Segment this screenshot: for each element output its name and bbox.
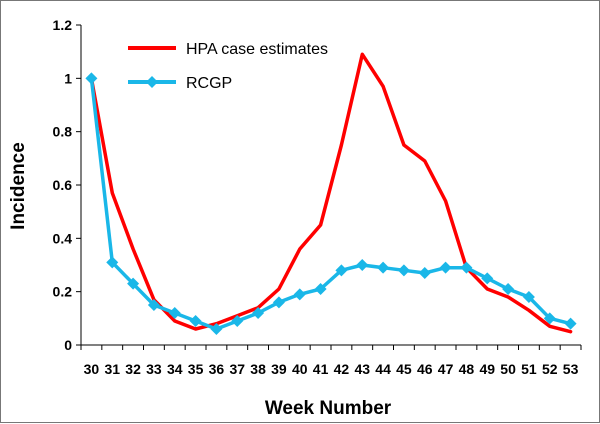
x-tick-label: 48: [459, 361, 475, 377]
data-point-rcgp: [231, 315, 244, 327]
data-point-rcgp: [272, 296, 285, 309]
data-point-rcgp: [189, 315, 202, 327]
data-point-rcgp: [564, 317, 577, 330]
x-tick-label: 50: [500, 361, 516, 377]
x-tick-label: 39: [271, 361, 287, 377]
data-point-rcgp: [502, 283, 515, 295]
x-tick-label: 40: [292, 361, 308, 377]
x-tick-label: 43: [354, 361, 370, 377]
x-tick-label: 46: [417, 361, 433, 377]
x-tick-label: 52: [542, 361, 558, 377]
x-tick-label: 32: [125, 361, 141, 377]
data-point-rcgp: [127, 277, 140, 290]
data-point-rcgp: [293, 288, 306, 301]
x-tick-label: 38: [250, 361, 266, 377]
legend-label-hpa: HPA case estimates: [186, 41, 328, 58]
data-point-rcgp: [210, 323, 223, 335]
series-line-rcgp: [89, 76, 573, 331]
x-tick-label: 33: [146, 361, 162, 377]
x-tick-label: 37: [229, 361, 245, 377]
series-line-hpa: [89, 52, 573, 334]
y-tick-label: 1.2: [53, 17, 73, 33]
x-tick-label: 49: [479, 361, 495, 377]
x-tick-label: 47: [438, 361, 454, 377]
x-tick-label: 34: [167, 361, 183, 377]
x-tick-label: 30: [84, 361, 100, 377]
x-tick-label: 35: [188, 361, 204, 377]
series-layer: [85, 52, 577, 335]
data-point-rcgp: [356, 259, 369, 271]
y-tick-label: 0.8: [53, 124, 73, 140]
axes: [76, 24, 582, 350]
x-tick-label: 42: [334, 361, 350, 377]
data-point-rcgp: [418, 267, 431, 279]
data-point-rcgp: [439, 261, 452, 274]
y-axis-title: Incidence: [8, 142, 29, 230]
y-tick-label: 0: [64, 337, 72, 353]
x-tick-label: 41: [313, 361, 329, 377]
x-tick-label: 53: [563, 361, 579, 377]
data-point-rcgp: [147, 299, 160, 311]
data-point-rcgp: [314, 283, 327, 295]
data-point-rcgp: [397, 264, 410, 277]
data-point-rcgp: [85, 72, 98, 85]
data-point-rcgp: [460, 261, 473, 274]
data-point-rcgp: [106, 256, 119, 269]
tick-labels: 0 0.2 0.4 0.6 0.8 1 1.2 30 31 32 33 34 35 36 37 38 39 40 4…: [53, 17, 579, 377]
data-point-rcgp: [522, 291, 535, 303]
x-tick-label: 45: [396, 361, 412, 377]
data-point-rcgp: [543, 312, 556, 325]
y-tick-label: 0.6: [53, 177, 73, 193]
data-point-rcgp: [377, 261, 390, 274]
x-tick-label: 36: [209, 361, 225, 377]
y-tick-label: 0.2: [53, 284, 73, 300]
y-tick-label: 0.4: [53, 230, 73, 246]
data-point-rcgp: [168, 307, 181, 319]
y-tick-label: 1: [64, 70, 72, 86]
x-tick-label: 51: [521, 361, 537, 377]
data-point-rcgp: [252, 307, 265, 319]
legend-marker-rcgp: [146, 76, 158, 88]
legend: HPA case estimates RCGP: [128, 41, 328, 92]
data-point-rcgp: [481, 272, 494, 285]
x-tick-label: 31: [104, 361, 120, 377]
legend-label-rcgp: RCGP: [186, 75, 232, 92]
data-point-rcgp: [335, 264, 348, 277]
x-tick-label: 44: [375, 361, 391, 377]
x-axis-title: Week Number: [265, 398, 392, 419]
